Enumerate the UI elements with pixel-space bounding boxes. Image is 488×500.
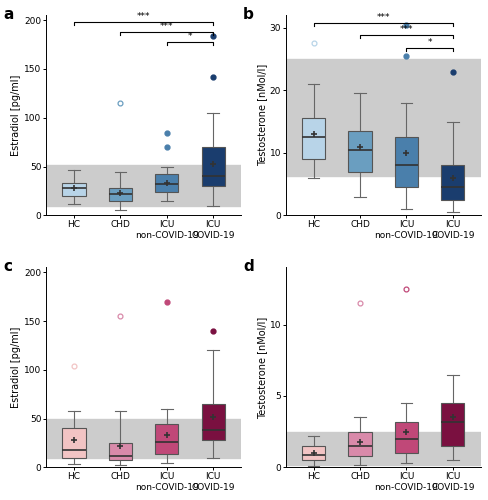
Text: ***: *** [399,26,412,35]
Y-axis label: Testosterone [nMol/l]: Testosterone [nMol/l] [256,64,266,166]
Text: c: c [3,260,12,274]
PathPatch shape [201,404,224,440]
Text: ***: *** [376,13,389,22]
PathPatch shape [201,147,224,186]
PathPatch shape [62,428,85,458]
PathPatch shape [155,174,178,192]
Text: *: * [187,32,192,40]
Y-axis label: Estradiol [pg/ml]: Estradiol [pg/ml] [11,74,21,156]
PathPatch shape [440,403,464,446]
Bar [46,418,241,458]
Text: ***: *** [137,12,150,21]
Text: d: d [243,260,253,274]
Text: a: a [3,8,14,22]
PathPatch shape [62,183,85,196]
PathPatch shape [394,422,417,453]
Y-axis label: Testosterone [nMol/l]: Testosterone [nMol/l] [256,316,266,418]
Bar [285,59,480,176]
PathPatch shape [394,137,417,187]
PathPatch shape [440,166,464,200]
Bar [46,164,241,205]
PathPatch shape [302,118,325,159]
PathPatch shape [155,424,178,454]
PathPatch shape [109,188,132,200]
Y-axis label: Estradiol [pg/ml]: Estradiol [pg/ml] [11,326,21,408]
Text: *: * [427,38,431,47]
Bar [285,432,480,464]
Text: ***: *** [160,22,173,31]
Text: b: b [243,8,253,22]
PathPatch shape [109,443,132,460]
PathPatch shape [302,446,325,460]
PathPatch shape [348,432,371,456]
PathPatch shape [348,131,371,172]
